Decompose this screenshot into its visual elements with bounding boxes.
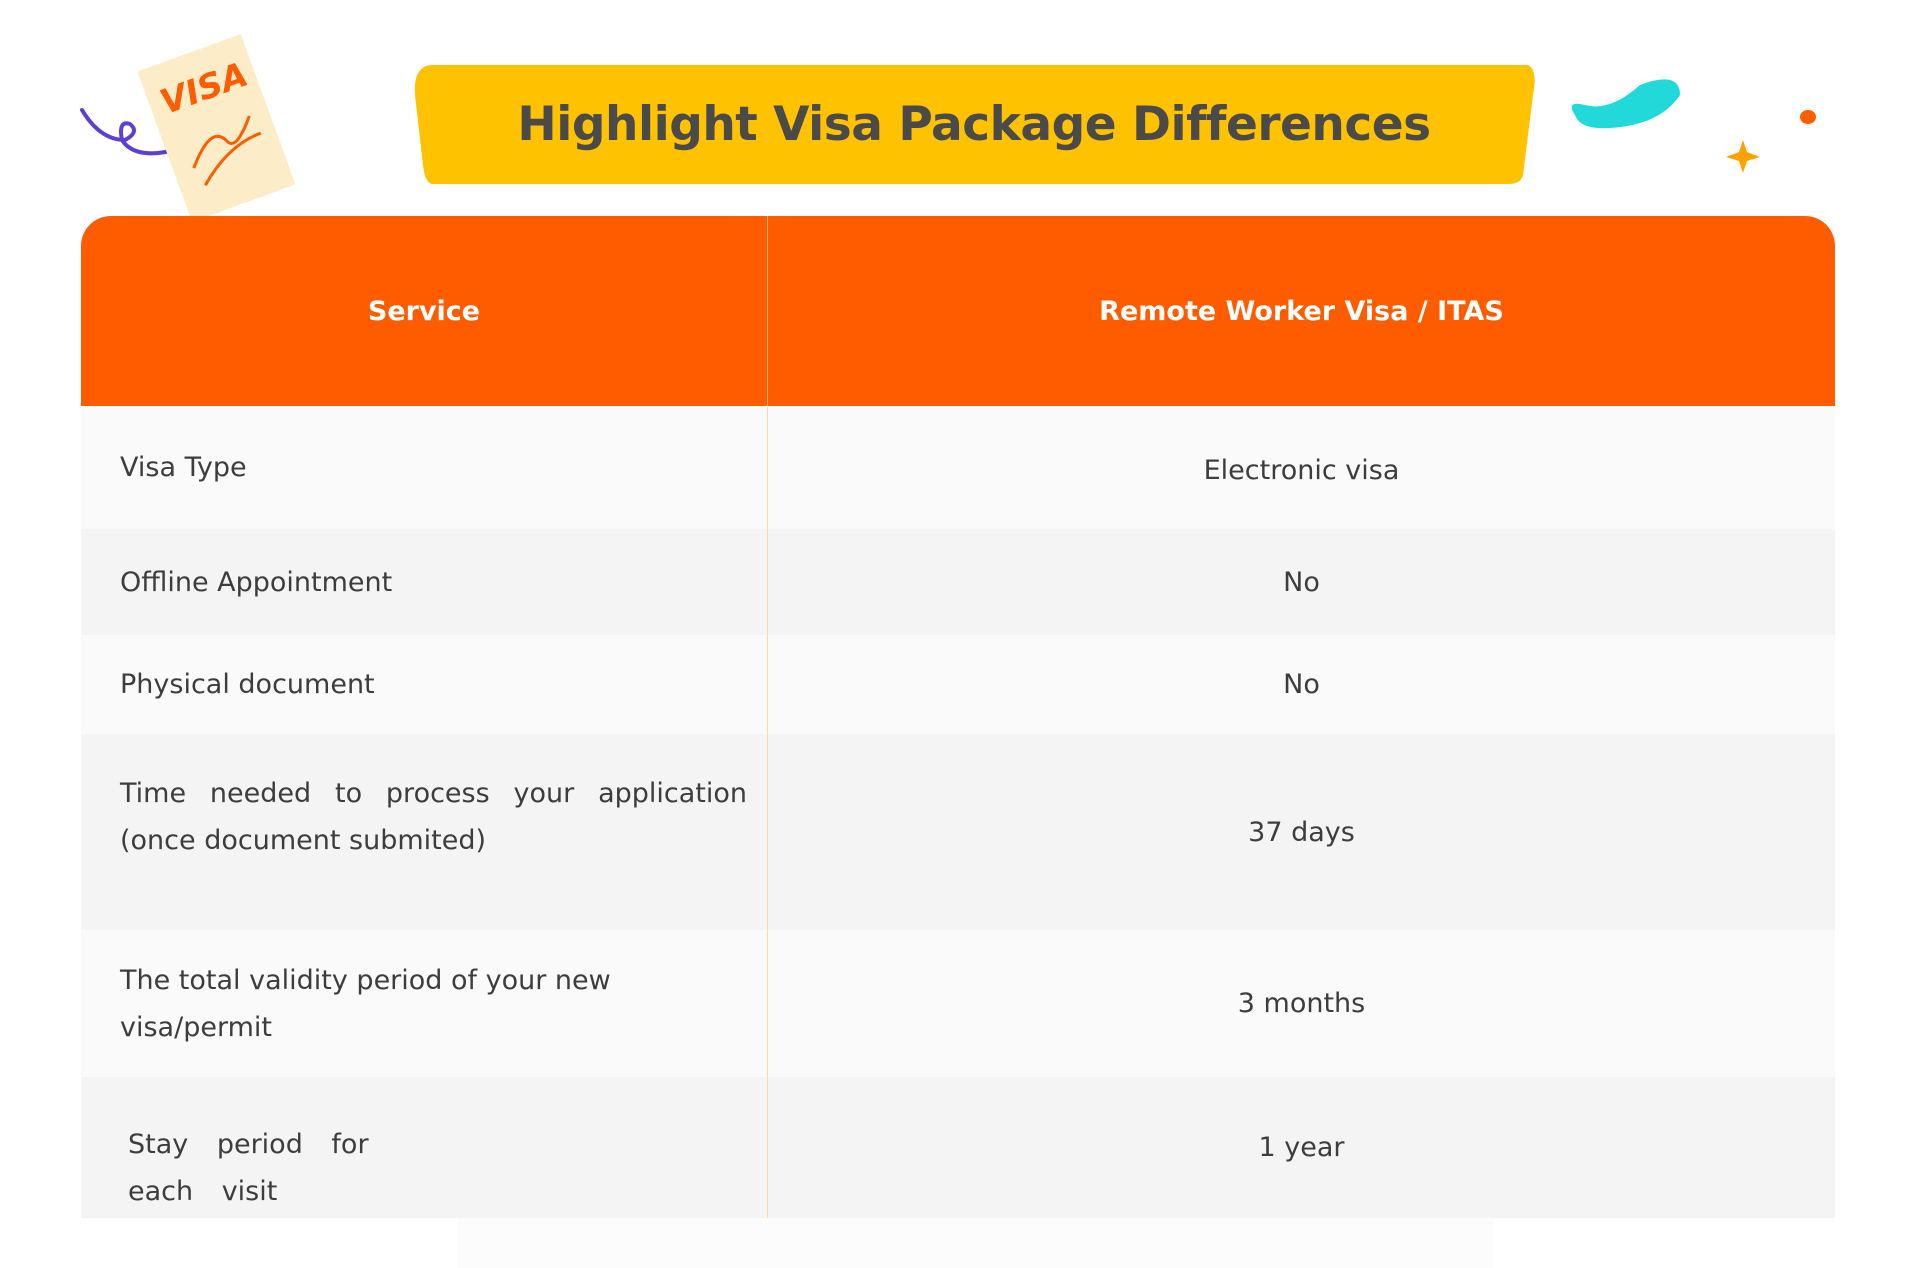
decorations: VISA — [80, 34, 1816, 222]
service-cell: Stay period for each visit — [81, 1077, 768, 1218]
value-cell: No — [1283, 669, 1320, 700]
value-cell: 1 year — [1258, 1132, 1345, 1163]
service-cell: The total validity period of your new vi… — [81, 930, 768, 1077]
table-row: Offline Appointment No — [81, 529, 1835, 635]
title-banner: Highlight Visa Package Differences — [413, 65, 1535, 184]
table-header: Service Remote Worker Visa / ITAS — [81, 216, 1835, 406]
service-cell: Time needed to process your application … — [81, 734, 768, 930]
value-cell: Electronic visa — [1203, 455, 1400, 486]
page-title: Highlight Visa Package Differences — [517, 97, 1431, 152]
teal-blob-icon — [1571, 79, 1680, 129]
orange-dot-icon — [1800, 110, 1816, 124]
table-row: Visa Type Electronic visa — [81, 406, 1835, 529]
table-row: The total validity period of your new vi… — [81, 930, 1835, 1077]
service-cell: Physical document — [81, 635, 768, 734]
value-cell: 3 months — [1237, 988, 1366, 1019]
visa-card-icon: VISA — [137, 34, 296, 222]
header-service: Service — [81, 216, 768, 406]
service-cell: Offline Appointment — [81, 529, 768, 635]
table-row: Time needed to process your application … — [81, 734, 1835, 930]
comparison-table: Service Remote Worker Visa / ITAS Visa T… — [81, 216, 1835, 1218]
star-icon — [1726, 140, 1760, 173]
value-cell: 37 days — [1248, 816, 1355, 848]
table-row: Physical document No — [81, 635, 1835, 734]
header-remote-worker-visa: Remote Worker Visa / ITAS — [1099, 295, 1504, 327]
table-row: Stay period for each visit 1 year — [81, 1077, 1835, 1218]
squiggle-icon — [80, 108, 177, 156]
footer-strip — [457, 1218, 1494, 1268]
service-cell: Visa Type — [81, 406, 768, 529]
value-cell: No — [1283, 566, 1320, 598]
